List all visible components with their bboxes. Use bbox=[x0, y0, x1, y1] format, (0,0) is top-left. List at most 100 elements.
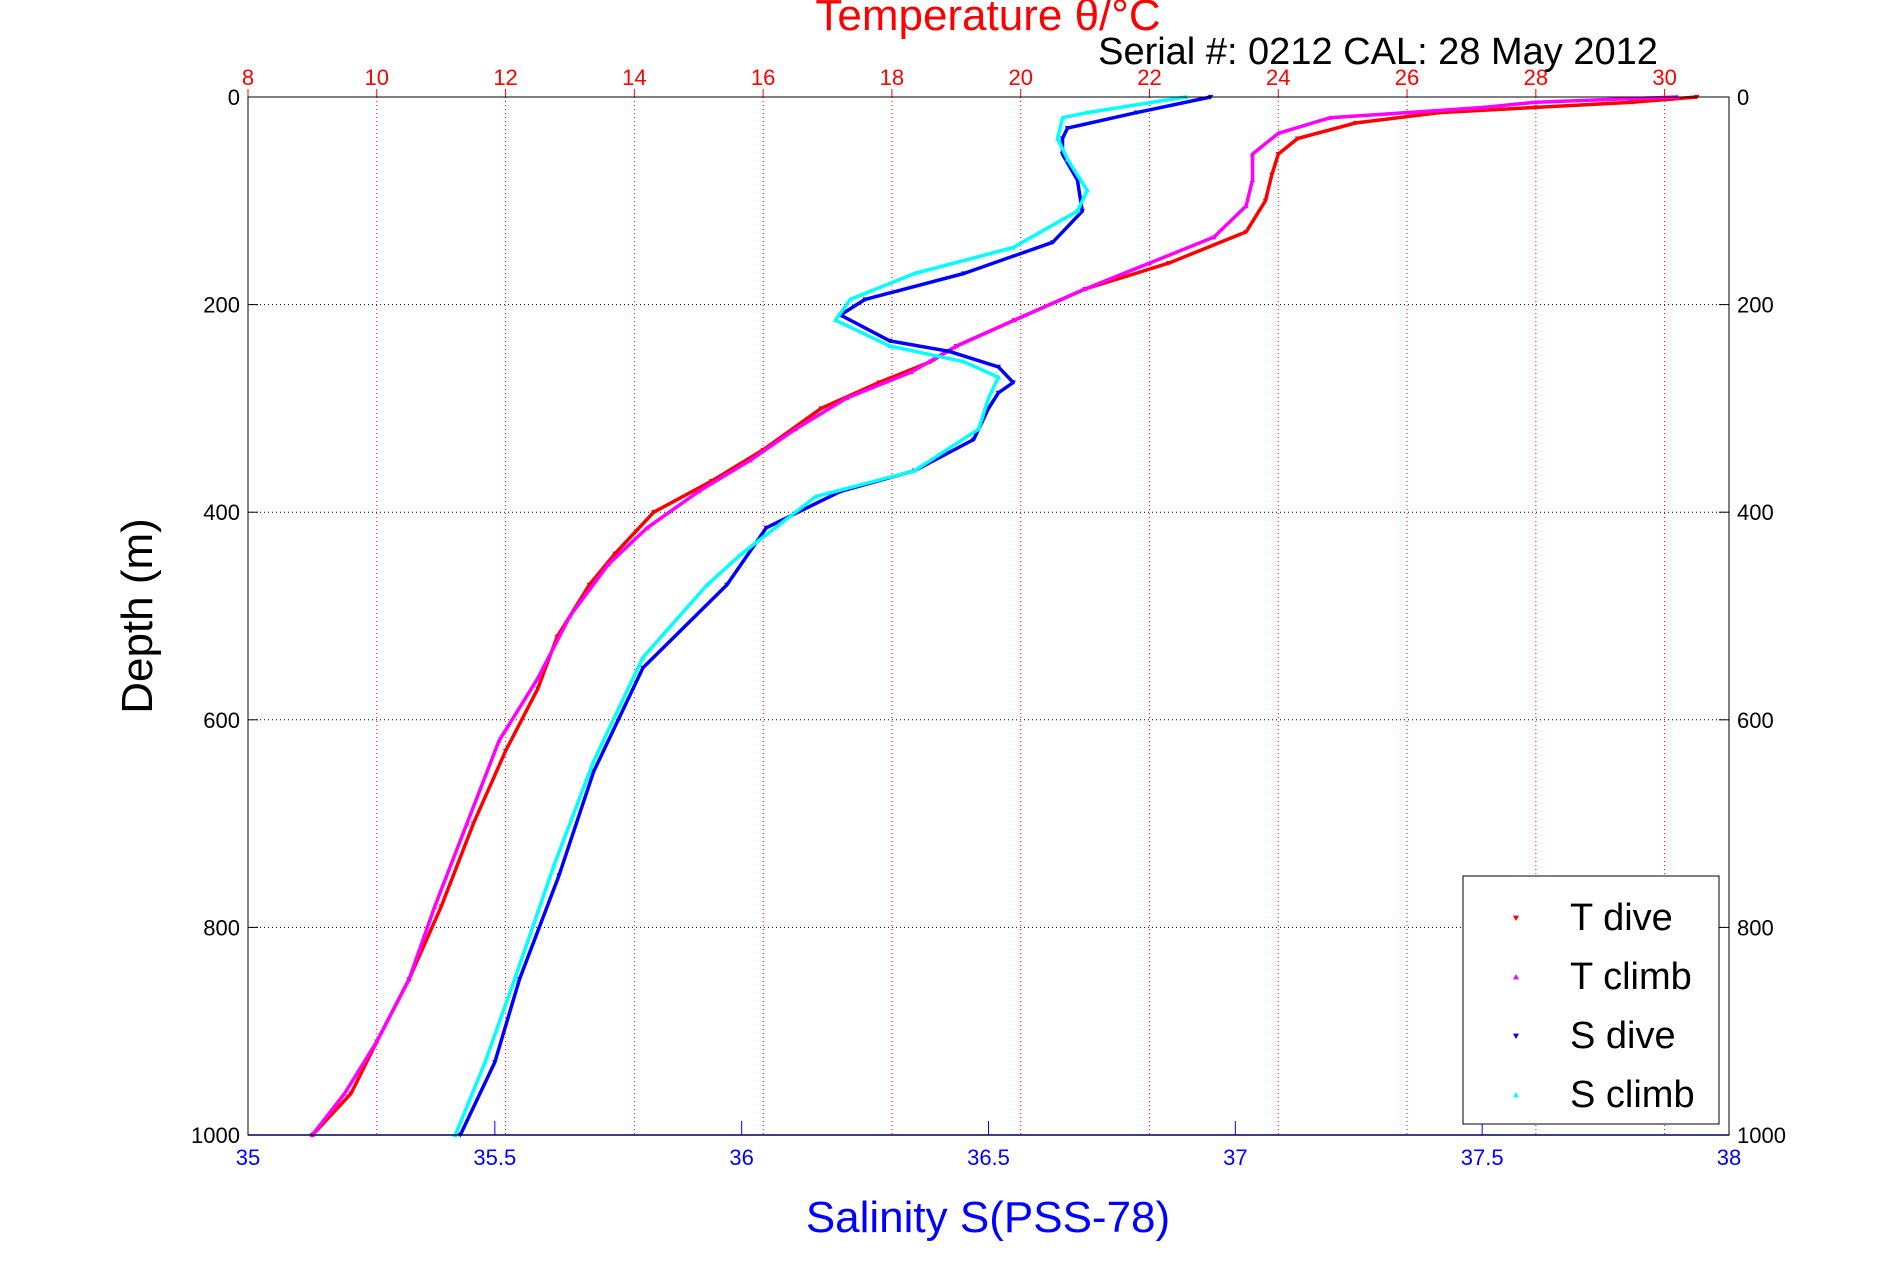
legend-marker bbox=[1513, 915, 1519, 921]
data-point bbox=[651, 510, 657, 515]
y-tick-label-right: 1000 bbox=[1737, 1123, 1786, 1148]
x-bottom-tick-label: 35 bbox=[236, 1145, 260, 1170]
data-point bbox=[341, 1090, 348, 1096]
data-point bbox=[1404, 109, 1410, 115]
y-tick-label-right: 0 bbox=[1737, 85, 1749, 110]
x-top-tick-label: 30 bbox=[1652, 65, 1676, 90]
data-point bbox=[911, 468, 918, 473]
data-point bbox=[551, 862, 557, 868]
data-point bbox=[844, 395, 850, 401]
data-point bbox=[1243, 229, 1249, 235]
y-tick-label-right: 200 bbox=[1737, 293, 1774, 318]
data-point bbox=[1074, 208, 1080, 214]
x-top-tick-label: 12 bbox=[493, 65, 517, 90]
axes-layer: 0 0 200 200 400 400 600 600 800 800 1000 1000 8 10 12 1… bbox=[191, 65, 1786, 1170]
data-point bbox=[605, 561, 612, 567]
data-point bbox=[1327, 115, 1333, 120]
data-point bbox=[1629, 100, 1636, 105]
y-tick-label-left: 200 bbox=[203, 293, 240, 318]
chart-subtitle: Serial #: 0212 CAL: 28 May 2012 bbox=[1098, 31, 1658, 73]
x-top-tick-label: 20 bbox=[1008, 65, 1032, 90]
data-point bbox=[847, 296, 853, 302]
y-tick-label-left: 0 bbox=[228, 85, 240, 110]
data-point bbox=[1146, 260, 1153, 266]
data-point bbox=[709, 478, 715, 484]
data-point bbox=[1533, 99, 1539, 105]
legend-label-s-climb: S climb bbox=[1570, 1074, 1695, 1116]
data-point bbox=[1262, 198, 1268, 204]
legend-label-s-dive: S dive bbox=[1570, 1015, 1676, 1057]
x-top-tick-label: 14 bbox=[622, 65, 646, 90]
x-top-tick-label: 26 bbox=[1395, 65, 1419, 90]
data-point bbox=[438, 904, 444, 910]
data-point bbox=[1243, 203, 1249, 209]
data-point bbox=[1275, 130, 1281, 136]
data-point bbox=[644, 525, 650, 530]
legend-markers bbox=[1513, 915, 1519, 1098]
data-point bbox=[1079, 209, 1085, 214]
data-point bbox=[862, 297, 868, 303]
data-point bbox=[374, 1038, 380, 1044]
data-point bbox=[971, 437, 977, 443]
legend-label-t-climb: T climb bbox=[1570, 956, 1692, 998]
x-top-tick-label: 10 bbox=[365, 65, 389, 90]
x-bottom-tick-label: 35.5 bbox=[473, 1145, 516, 1170]
data-point bbox=[511, 976, 518, 982]
data-point bbox=[1084, 187, 1090, 193]
data-point bbox=[1059, 115, 1066, 120]
x-top-tick-label: 22 bbox=[1137, 65, 1161, 90]
data-point bbox=[1064, 126, 1071, 131]
data-point bbox=[1211, 234, 1217, 240]
data-point bbox=[640, 654, 646, 660]
grid-layer bbox=[248, 97, 1729, 1135]
data-point bbox=[496, 737, 502, 743]
plot-frame bbox=[247, 96, 1730, 1136]
data-point bbox=[1055, 135, 1061, 141]
data-point bbox=[1269, 172, 1275, 178]
data-point bbox=[1294, 136, 1301, 142]
data-point bbox=[470, 821, 476, 827]
data-point bbox=[590, 758, 597, 764]
x-bottom-tick-label: 36.5 bbox=[967, 1145, 1010, 1170]
legend-marker bbox=[1513, 1092, 1519, 1098]
data-point bbox=[406, 976, 412, 982]
x-top-tick-label: 18 bbox=[880, 65, 904, 90]
data-point bbox=[876, 380, 882, 386]
data-point bbox=[1084, 109, 1090, 115]
data-point bbox=[747, 457, 753, 463]
x-top-tick-label: 8 bbox=[242, 65, 254, 90]
legend-label-t-dive: T dive bbox=[1570, 897, 1673, 939]
data-point bbox=[887, 343, 893, 349]
x-top-tick-label: 16 bbox=[751, 65, 775, 90]
data-point bbox=[567, 613, 573, 619]
data-point bbox=[1059, 136, 1066, 142]
data-point bbox=[908, 369, 914, 375]
legend-box bbox=[1462, 875, 1720, 1125]
data-point bbox=[1352, 120, 1359, 126]
x-top-tick-label: 24 bbox=[1266, 65, 1290, 90]
data-point bbox=[482, 1059, 488, 1065]
y-axis-label: Depth (m) bbox=[113, 518, 162, 714]
data-point bbox=[1010, 244, 1016, 250]
data-point bbox=[995, 390, 1001, 396]
data-point bbox=[985, 395, 992, 401]
data-point bbox=[1050, 240, 1056, 245]
data-point bbox=[516, 977, 523, 982]
data-point bbox=[1249, 177, 1256, 183]
data-point bbox=[502, 748, 509, 754]
data-point bbox=[492, 1060, 498, 1065]
data-point bbox=[1082, 286, 1088, 292]
series-trace bbox=[458, 95, 1212, 1136]
x-bottom-tick-label: 38 bbox=[1717, 1145, 1741, 1170]
legend-marker bbox=[1513, 974, 1519, 980]
y-tick-label-right: 600 bbox=[1737, 708, 1774, 733]
y-tick-label-left: 600 bbox=[203, 708, 240, 733]
y-tick-label-left: 400 bbox=[203, 500, 240, 525]
series-layer bbox=[309, 94, 1700, 1138]
data-point bbox=[464, 821, 470, 826]
data-point bbox=[739, 551, 745, 556]
x-axis-label: Salinity S(PSS-78) bbox=[806, 1193, 1170, 1242]
data-point bbox=[1249, 151, 1256, 157]
data-point bbox=[953, 343, 959, 349]
data-point bbox=[832, 317, 839, 323]
